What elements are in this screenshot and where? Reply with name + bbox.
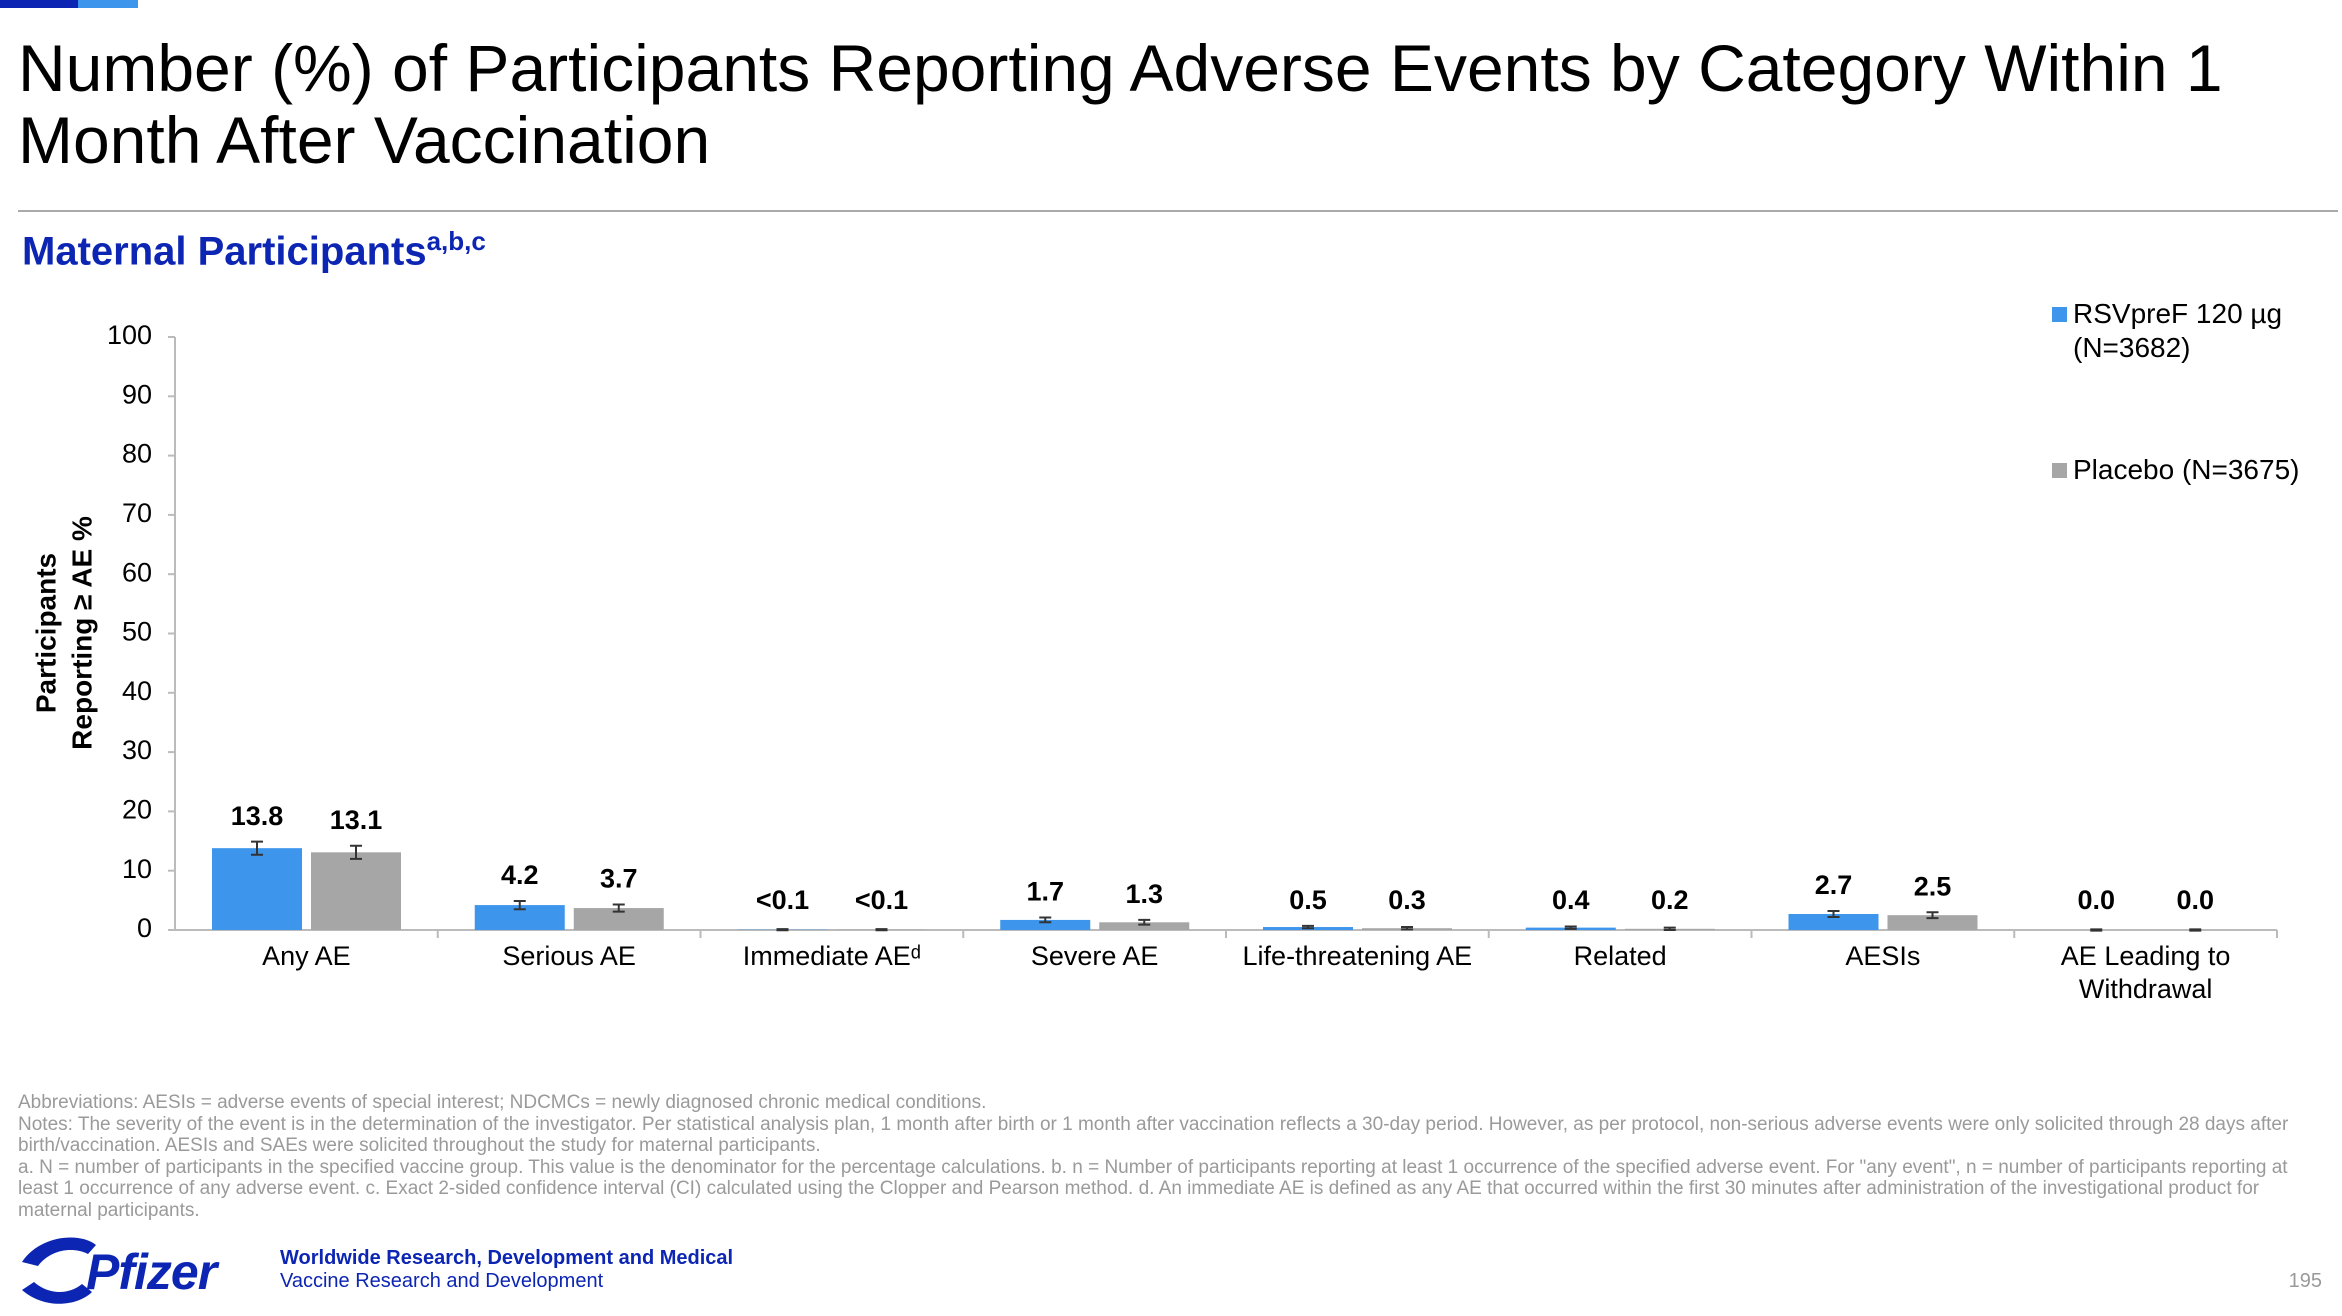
error-bar xyxy=(1827,910,1840,918)
value-label: 3.7 xyxy=(600,864,638,894)
y-tick-label: 50 xyxy=(122,617,152,647)
x-tick-label: Life-threatening AE xyxy=(1242,941,1473,971)
value-label: 2.7 xyxy=(1815,870,1853,900)
error-bar xyxy=(1138,918,1151,926)
value-label: 0.2 xyxy=(1651,885,1689,915)
y-tick-label: 90 xyxy=(122,379,152,409)
legend-label: Placebo (N=3675) xyxy=(2073,454,2300,485)
y-tick-label: 20 xyxy=(122,795,152,825)
value-label: <0.1 xyxy=(756,885,809,915)
error-bar xyxy=(1564,925,1577,930)
accent-bar xyxy=(78,0,138,8)
bar xyxy=(212,848,302,930)
bar xyxy=(1887,915,1978,930)
page-number: 195 xyxy=(2288,1270,2322,1292)
bar xyxy=(1788,913,1879,930)
x-tick-label: Related xyxy=(1573,941,1667,971)
subtitle-note: a,b,c xyxy=(426,226,486,256)
subtitle-text: Maternal Participants xyxy=(22,229,427,274)
error-bar xyxy=(251,840,263,856)
x-tick-label: Severe AE xyxy=(1030,941,1159,971)
bar xyxy=(1099,922,1190,930)
footnote: a. N = number of participants in the spe… xyxy=(18,1156,2288,1221)
slide-title: Number (%) of Participants Reporting Adv… xyxy=(18,31,2223,177)
error-bar xyxy=(612,903,625,913)
chart-subtitle: Maternal Participantsa,b,c xyxy=(22,226,486,274)
value-label: 0.5 xyxy=(1289,885,1327,915)
value-label: 13.8 xyxy=(231,801,284,831)
y-tick-label: 100 xyxy=(107,320,152,350)
error-bar xyxy=(1926,911,1939,920)
bar xyxy=(573,908,664,930)
x-tick-label: AE Leading to Withdrawal xyxy=(2060,941,2231,1004)
bar xyxy=(311,852,401,930)
value-label: 13.1 xyxy=(330,805,383,835)
value-label: 0.0 xyxy=(2077,885,2115,915)
y-tick-label: 60 xyxy=(122,557,152,587)
accent-bar xyxy=(0,0,78,8)
error-bar xyxy=(350,844,362,860)
error-bar xyxy=(2090,928,2103,932)
error-bar xyxy=(875,928,888,932)
x-tick-label: Serious AE xyxy=(502,941,636,971)
legend-swatch xyxy=(2052,463,2067,478)
y-tick-label: 0 xyxy=(137,913,152,943)
error-bar xyxy=(1302,924,1314,930)
y-tick-label: 30 xyxy=(122,735,152,765)
value-label: 4.2 xyxy=(501,860,539,890)
value-label: <0.1 xyxy=(855,885,908,915)
y-tick-label: 80 xyxy=(122,439,152,469)
y-tick-label: 70 xyxy=(122,498,152,528)
footnotes: Abbreviations: AESIs = adverse events of… xyxy=(18,1092,2328,1221)
value-label: 1.3 xyxy=(1125,879,1163,909)
error-bar xyxy=(1039,916,1052,924)
value-label: 2.5 xyxy=(1914,871,1952,901)
error-bar xyxy=(513,899,526,911)
error-bar xyxy=(1663,926,1676,931)
bar xyxy=(1000,919,1091,930)
error-bar xyxy=(2189,928,2202,932)
y-axis-label: Reporting ≥ AE % xyxy=(66,516,97,750)
x-tick-label: Immediate AEᵈ xyxy=(742,941,922,971)
logo-swoosh xyxy=(22,1237,96,1266)
error-bar xyxy=(776,928,789,932)
footnote: Notes: The severity of the event is in t… xyxy=(18,1113,2289,1157)
value-label: 0.0 xyxy=(2176,885,2214,915)
error-bar xyxy=(1401,926,1413,931)
footer-line: Worldwide Research, Development and Medi… xyxy=(280,1247,734,1269)
x-tick-label: Any AE xyxy=(262,941,351,971)
value-label: 0.4 xyxy=(1552,885,1590,915)
footer-line: Vaccine Research and Development xyxy=(280,1270,604,1292)
y-axis-label: Participants xyxy=(30,553,61,713)
logo-swoosh xyxy=(22,1282,92,1304)
value-label: 1.7 xyxy=(1026,877,1064,907)
y-tick-label: 40 xyxy=(122,676,152,706)
legend-label: RSVpreF 120 µg (N=3682) xyxy=(2073,298,2283,363)
logo-text: Pfizer xyxy=(86,1244,217,1300)
legend-swatch xyxy=(2052,307,2067,322)
y-tick-label: 10 xyxy=(122,854,152,884)
footnote: Abbreviations: AESIs = adverse events of… xyxy=(18,1092,987,1113)
x-tick-label: AESIs xyxy=(1845,941,1921,971)
value-label: 0.3 xyxy=(1388,885,1426,915)
